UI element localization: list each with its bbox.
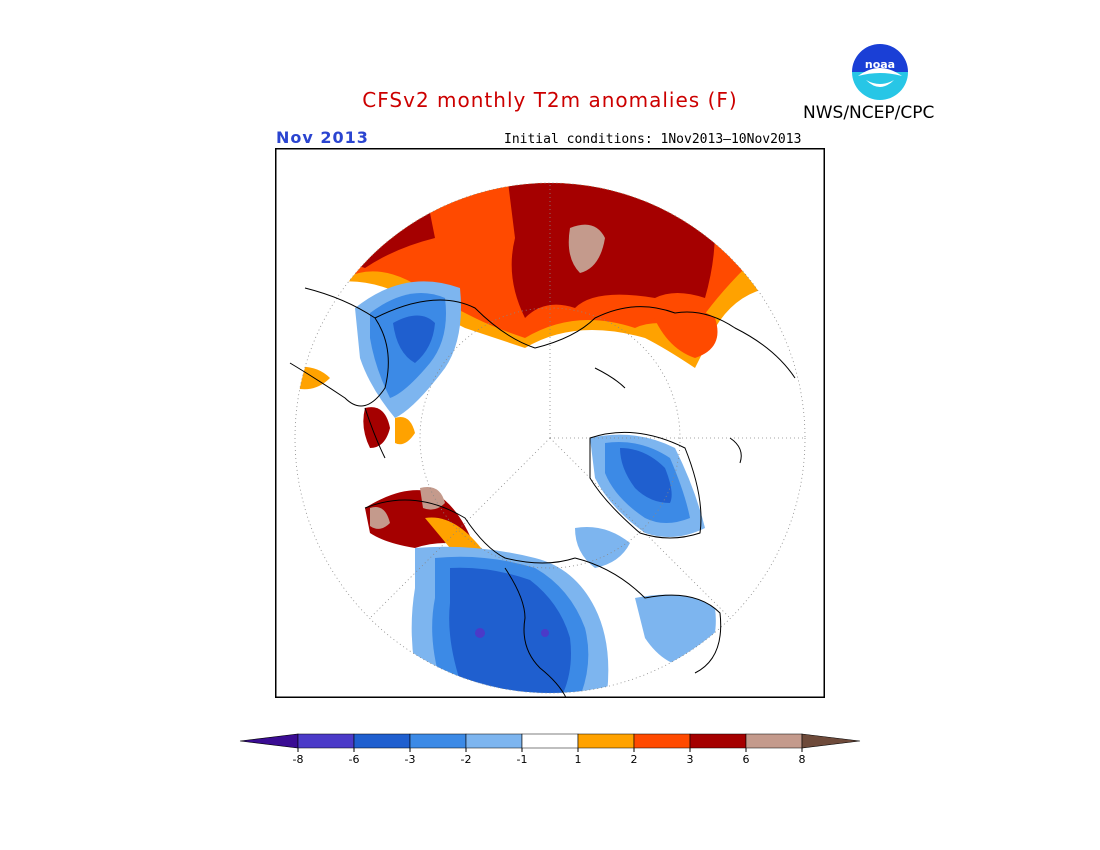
legend-bin <box>801 733 861 749</box>
anomaly-region-tan <box>568 224 605 273</box>
legend-bin <box>521 733 579 749</box>
svg-text:noaa: noaa <box>865 58 895 71</box>
graticule <box>294 182 806 694</box>
legend-tick-label: 3 <box>687 753 694 766</box>
legend-bin <box>239 733 299 749</box>
anomaly-region-lightblue <box>575 527 630 568</box>
anomaly-region-orange <box>395 417 415 445</box>
legend-tick-label: -3 <box>405 753 416 766</box>
noaa-logo-icon: noaa <box>849 41 911 103</box>
anomaly-region-tan <box>370 507 390 529</box>
anomaly-region-darkblue <box>449 567 571 693</box>
chart-title: CFSv2 monthly T2m anomalies (F) <box>362 88 738 112</box>
anomaly-region-purple <box>475 628 485 638</box>
legend-tick-label: -8 <box>293 753 304 766</box>
legend-tick-label: -2 <box>461 753 472 766</box>
legend-tick-label: 2 <box>631 753 638 766</box>
legend-tick-label: 8 <box>799 753 806 766</box>
anomaly-region-darkred <box>363 407 390 448</box>
legend-bin <box>353 733 411 749</box>
coastlines <box>289 287 796 698</box>
legend-bin <box>297 733 355 749</box>
legend-tick-label: 1 <box>575 753 582 766</box>
legend-tick-label: 6 <box>743 753 750 766</box>
anomaly-region-tan <box>420 487 445 510</box>
organization-label: NWS/NCEP/CPC <box>803 103 935 123</box>
initial-conditions-label: Initial conditions: 1Nov2013–10Nov2013 <box>504 132 802 147</box>
legend-bin <box>633 733 691 749</box>
legend-bin <box>689 733 747 749</box>
anomaly-region-darkblue <box>393 315 435 363</box>
period-label: Nov 2013 <box>276 128 369 147</box>
legend-bin <box>745 733 803 749</box>
legend-tick-label: -6 <box>349 753 360 766</box>
legend-bin <box>577 733 635 749</box>
anomaly-region-red <box>650 304 718 358</box>
legend-tick-label: -1 <box>517 753 528 766</box>
anomaly-region-purple <box>541 629 549 637</box>
anomaly-map <box>275 148 825 698</box>
color-legend: -8 -6 -3 -2 -1 1 2 3 6 8 <box>239 733 861 766</box>
anomaly-region-orange <box>425 517 485 555</box>
map-frame <box>275 148 825 698</box>
legend-bin <box>465 733 523 749</box>
legend-bin <box>409 733 467 749</box>
anomaly-region-darkblue <box>620 448 672 503</box>
